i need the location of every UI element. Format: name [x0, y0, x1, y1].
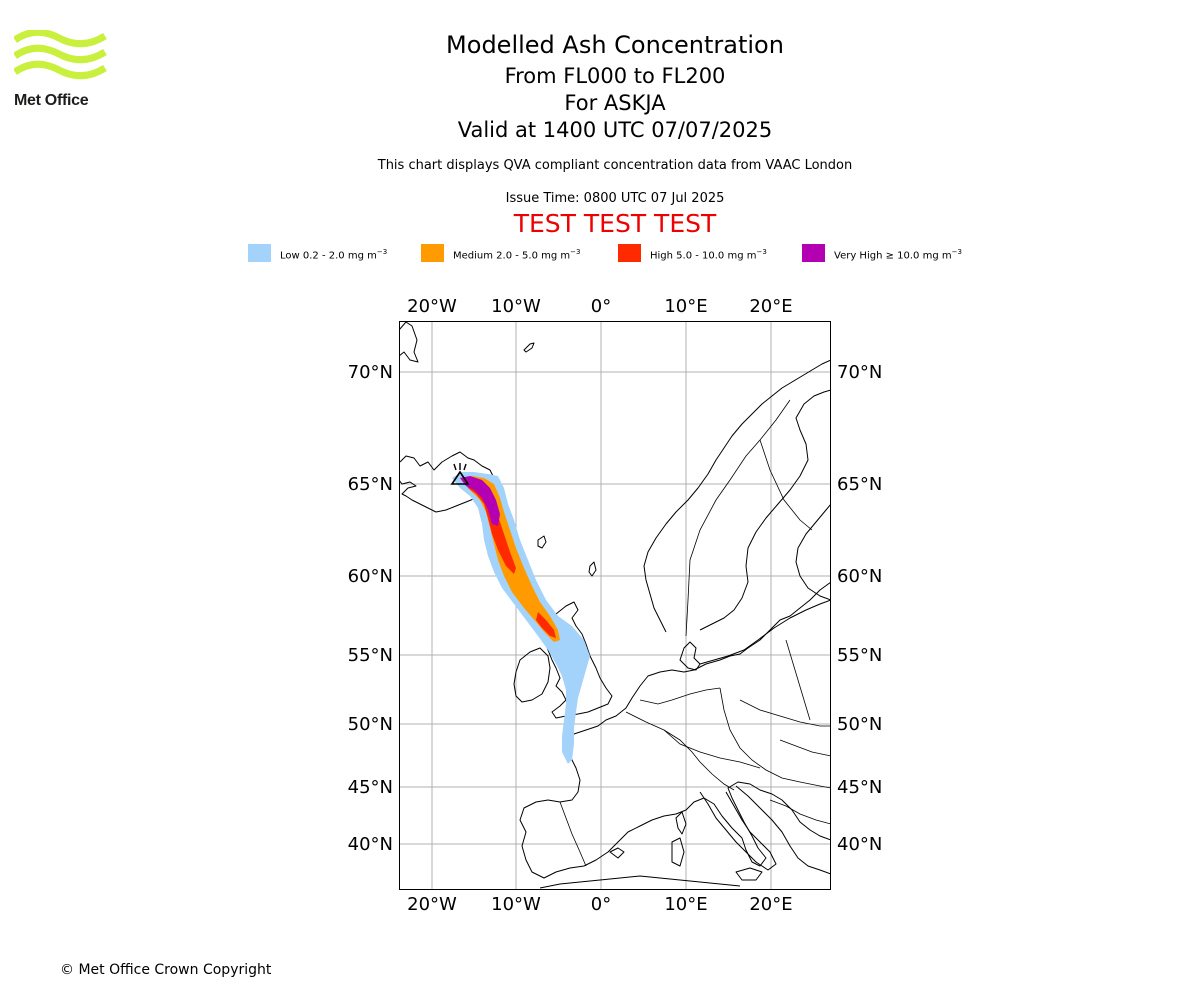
lat-label-left-40n: 40°N: [348, 834, 393, 855]
coast-balearics: [609, 847, 625, 859]
coast-sweden: [699, 389, 831, 631]
lon-label-top-10e: 10°E: [664, 296, 707, 317]
coast-ireland: [513, 647, 551, 703]
lat-label-right-45n: 45°N: [837, 777, 882, 798]
lat-label-right-60n: 60°N: [837, 566, 882, 587]
lon-label-top-0: 0°: [591, 296, 611, 317]
lon-label-bottom-20w: 20°W: [407, 894, 457, 915]
legend-label-high: High 5.0 - 10.0 mg m−3: [650, 248, 767, 262]
legend-label-low: Low 0.2 - 2.0 mg m−3: [280, 248, 388, 262]
lon-labels-top: 20°W 10°W 0° 10°E 20°E: [407, 296, 792, 317]
lat-labels-right: 70°N 65°N 60°N 55°N 50°N 45°N 40°N: [837, 362, 882, 855]
lat-label-left-65n: 65°N: [348, 474, 393, 495]
coast-scandinavia: [643, 359, 831, 633]
lat-label-left-50n: 50°N: [348, 714, 393, 735]
plume-high-south: [536, 612, 556, 638]
lon-label-top-20w: 20°W: [407, 296, 457, 317]
volcano-icon: [450, 463, 470, 485]
coast-baltic: [699, 599, 831, 665]
lat-labels-left: 70°N 65°N 60°N 55°N 50°N 45°N 40°N: [348, 362, 393, 855]
coast-corsica: [675, 811, 687, 835]
coast-balkans: [735, 785, 831, 875]
lat-label-left-60n: 60°N: [348, 566, 393, 587]
test-banner: TEST TEST TEST: [513, 209, 717, 238]
map-frame: [399, 321, 831, 890]
legend-label-medium: Medium 2.0 - 5.0 mg m−3: [453, 248, 581, 262]
chart-title: Modelled Ash Concentration: [446, 31, 784, 59]
lon-labels-bottom: 20°W 10°W 0° 10°E 20°E: [407, 894, 792, 915]
legend-swatch-very-high: [802, 244, 825, 262]
coast-north-africa: [539, 875, 741, 889]
lat-label-left-45n: 45°N: [348, 777, 393, 798]
issue-time: Issue Time: 0800 UTC 07 Jul 2025: [505, 191, 725, 206]
lon-label-bottom-0: 0°: [591, 894, 611, 915]
valid-time: Valid at 1400 UTC 07/07/2025: [457, 118, 773, 142]
lat-label-right-55n: 55°N: [837, 645, 882, 666]
chart-header: Modelled Ash Concentration From FL000 to…: [0, 30, 1200, 238]
lon-label-top-20e: 20°E: [749, 296, 792, 317]
plume-very-high: [460, 476, 500, 526]
lat-label-left-55n: 55°N: [348, 645, 393, 666]
lat-label-right-50n: 50°N: [837, 714, 882, 735]
lon-label-top-10w: 10°W: [491, 296, 541, 317]
logo-text: Met Office: [14, 92, 89, 109]
ash-plume: [452, 472, 590, 764]
map-gridlines: [399, 321, 831, 890]
coast-great-britain: [541, 601, 613, 719]
lat-label-right-70n: 70°N: [837, 362, 882, 383]
lon-label-bottom-10w: 10°W: [491, 894, 541, 915]
coastlines: [399, 321, 831, 889]
volcano-name: For ASKJA: [564, 91, 666, 115]
coast-sardinia: [671, 837, 685, 867]
flight-levels: From FL000 to FL200: [504, 64, 726, 88]
chart-description: This chart displays QVA compliant concen…: [377, 158, 853, 173]
coast-jan-mayen: [523, 342, 535, 353]
legend-swatch-low: [248, 244, 271, 262]
legend-label-very-high: Very High ≥ 10.0 mg m−3: [834, 248, 962, 262]
lon-label-bottom-20e: 20°E: [749, 894, 792, 915]
coast-denmark: [679, 641, 701, 671]
copyright: © Met Office Crown Copyright: [60, 962, 272, 978]
coast-faroes: [537, 535, 547, 549]
coast-italy: [699, 791, 777, 871]
met-office-logo: Met Office: [14, 30, 108, 112]
coast-finland: [795, 503, 831, 601]
plume-low: [452, 472, 590, 764]
country-borders: [559, 399, 831, 867]
plume-high: [464, 480, 516, 574]
coast-sicily: [735, 867, 763, 881]
coast-greenland: [399, 321, 419, 363]
lon-label-bottom-10e: 10°E: [664, 894, 707, 915]
met-office-waves-icon: [14, 30, 107, 80]
lat-label-right-65n: 65°N: [837, 474, 882, 495]
lat-label-right-40n: 40°N: [837, 834, 882, 855]
legend-swatch-medium: [421, 244, 444, 262]
legend-swatch-high: [618, 244, 641, 262]
coast-shetland: [588, 561, 597, 577]
lat-label-left-70n: 70°N: [348, 362, 393, 383]
